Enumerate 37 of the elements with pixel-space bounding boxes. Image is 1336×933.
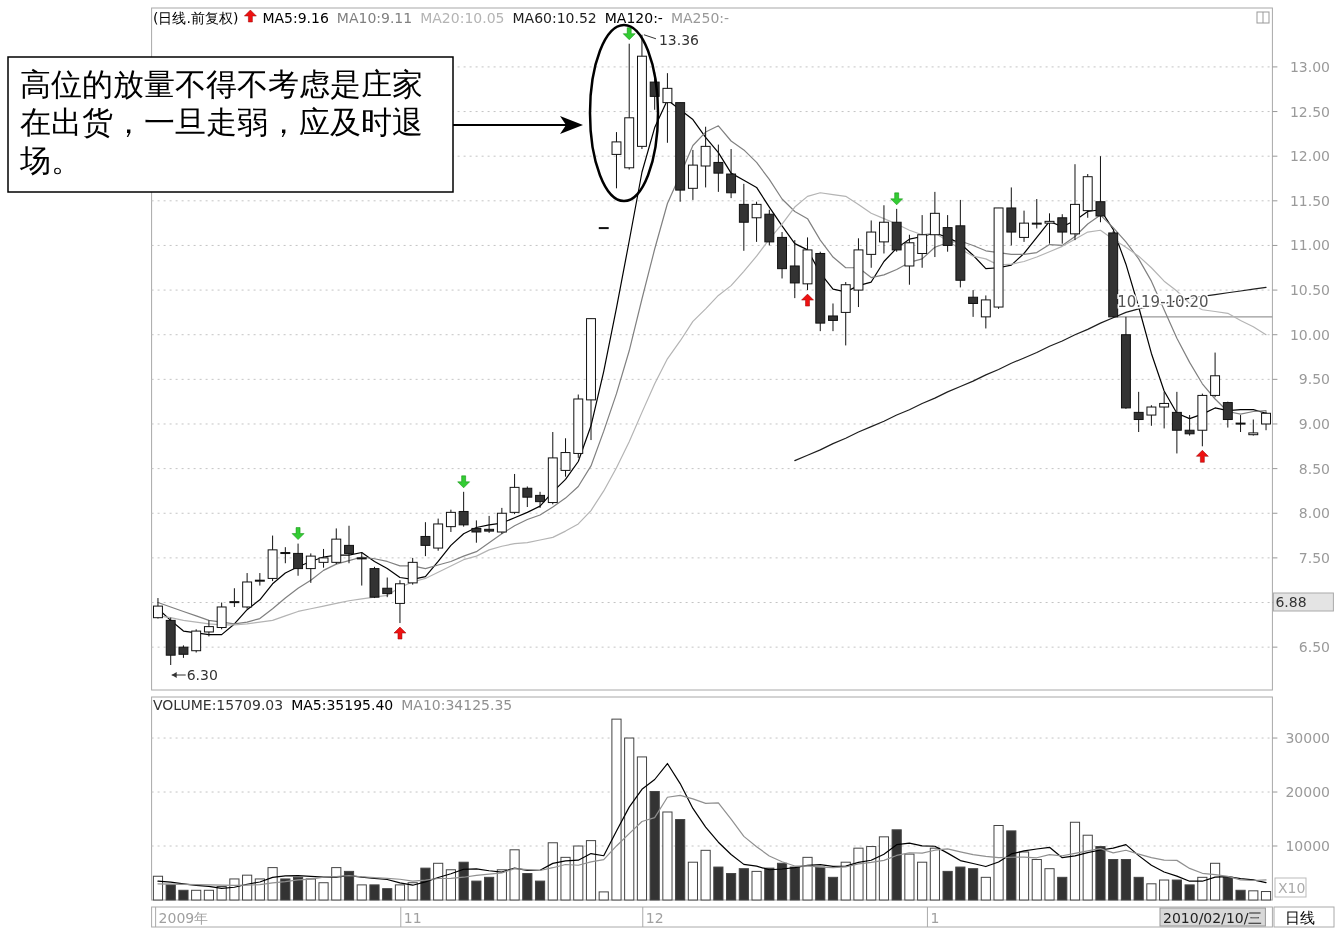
y-tick-label: 12.50 [1289,103,1330,120]
y-tick-label: 30000 [1285,730,1330,747]
y-tick-label: 13.00 [1289,58,1330,75]
y-tick-label: 10.50 [1289,282,1330,299]
y-tick-label: 12.00 [1289,148,1330,165]
text: MA5:9.16 [262,10,329,26]
text: VOLUME:15709.03 [153,697,284,713]
text: MA10:9.11 [336,10,413,26]
x-tick-label: 2009年 [158,910,209,926]
y-tick-label: 6.50 [1298,639,1330,656]
y-tick-label: 11.00 [1289,237,1330,254]
text: MA10:34125.35 [401,697,513,713]
chart-title: (日线.前复权) [153,10,239,26]
y-tick-label: 10.00 [1289,326,1330,343]
y-tick-label: 10000 [1285,838,1330,855]
x-tick-label: 11 [403,910,422,926]
text: MA20:10.05 [420,10,505,26]
text: MA5:35195.40 [291,697,394,713]
annotation: 6.30 [186,667,218,684]
y-tick-label: 9.50 [1298,371,1330,388]
x-tick-label: 1 [930,910,940,926]
y-tick-label: 7.50 [1298,549,1330,566]
y-tick-label: 9.00 [1298,415,1330,432]
text: 2010/02/10/三 [1163,910,1263,926]
text: 日线 [1285,909,1315,927]
text: 6.88 [1275,594,1307,610]
annotation: 高位的放量不得不考虑是庄家在出货，一旦走弱，应及时退场。 [19,67,423,178]
annotation: 13.36 [658,31,700,48]
y-tick-label: 8.50 [1298,460,1330,477]
annotation: MA120:- [604,10,663,26]
annotation: MA250:- [670,10,730,26]
y-tick-label: 20000 [1285,784,1330,801]
text: MA60:10.52 [512,10,597,26]
y-tick-label: 8.00 [1298,505,1330,522]
x-tick-label: 12 [645,910,664,926]
text: X10 [1278,880,1306,896]
y-tick-label: 11.50 [1289,192,1330,209]
